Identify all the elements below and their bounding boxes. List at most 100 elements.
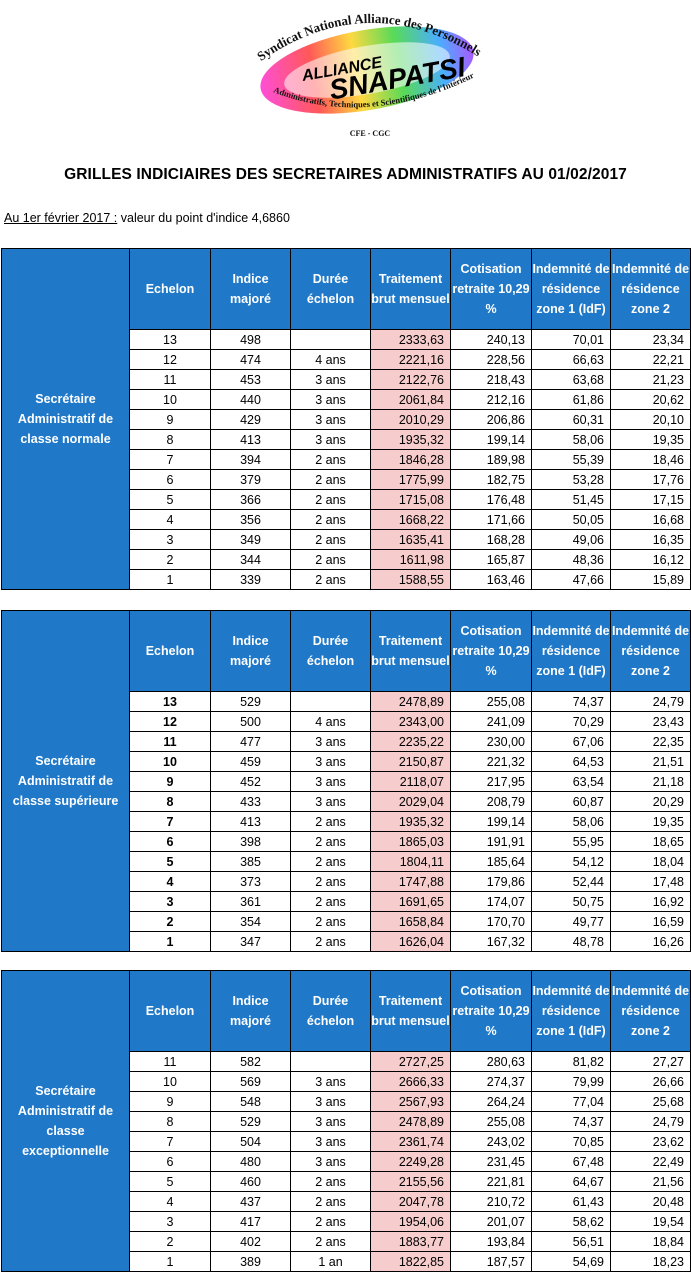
cell-idf-zone1: 54,12 [531,851,611,872]
cell-traitement: 1611,98 [370,549,451,570]
cell-idf-zone2: 18,04 [610,851,691,872]
table-row: 12 474 4 ans 2221,16 228,56 66,63 22,21 [2,349,691,370]
cell-duree: 2 ans [290,891,371,912]
cell-idf-zone1: 54,69 [531,1251,611,1272]
cell-traitement: 2047,78 [370,1191,451,1212]
cell-cotisation: 179,86 [450,871,532,892]
cell-cotisation: 274,37 [450,1071,532,1092]
cell-idf-zone1: 50,05 [531,509,611,530]
logo-cfe-text: CFE - CGC [350,129,391,138]
cell-idf-zone1: 64,67 [531,1171,611,1192]
cell-cotisation: 174,07 [450,891,532,912]
cell-indice: 433 [210,791,291,812]
cell-echelon: 10 [129,751,211,772]
header-indemnite-zone2: Indemnité de résidence zone 2 [610,970,691,1052]
cell-duree: 3 ans [290,1111,371,1132]
cell-idf-zone1: 63,68 [531,369,611,390]
cell-idf-zone2: 18,65 [610,831,691,852]
cell-idf-zone2: 17,48 [610,871,691,892]
cell-idf-zone1: 74,37 [531,691,611,712]
cell-idf-zone1: 58,06 [531,429,611,450]
cell-idf-zone2: 20,10 [610,409,691,430]
cell-idf-zone1: 55,95 [531,831,611,852]
cell-traitement: 2478,89 [370,1111,451,1132]
cell-idf-zone1: 47,66 [531,569,611,590]
cell-cotisation: 221,32 [450,751,532,772]
cell-traitement: 1822,85 [370,1251,451,1272]
cell-duree: 2 ans [290,1211,371,1232]
cell-cotisation: 280,63 [450,1051,532,1072]
cell-idf-zone1: 74,37 [531,1111,611,1132]
grid-table-classe-normale: Secrétaire Administratif de classe norma… [1,248,691,590]
cell-idf-zone1: 50,75 [531,891,611,912]
grade-label: Secrétaire Administratif de classe excep… [1,970,130,1272]
cell-duree: 2 ans [290,811,371,832]
table-row: 5 366 2 ans 1715,08 176,48 51,45 17,15 [2,489,691,510]
cell-echelon: 1 [129,569,211,590]
header-duree-echelon: Durée échelon [290,248,371,330]
cell-idf-zone2: 24,79 [610,1111,691,1132]
cell-indice: 394 [210,449,291,470]
table-row: 7 504 3 ans 2361,74 243,02 70,85 23,62 [2,1131,691,1152]
cell-echelon: 10 [129,389,211,410]
cell-idf-zone1: 77,04 [531,1091,611,1112]
cell-cotisation: 231,45 [450,1151,532,1172]
header-cotisation-retraite: Cotisation retraite 10,29 % [450,970,532,1052]
header-cotisation-retraite: Cotisation retraite 10,29 % [450,610,532,692]
cell-echelon: 6 [129,831,211,852]
cell-echelon: 1 [129,931,211,952]
cell-indice: 504 [210,1131,291,1152]
cell-cotisation: 187,57 [450,1251,532,1272]
cell-echelon: 4 [129,509,211,530]
cell-traitement: 1935,32 [370,811,451,832]
header-echelon: Echelon [129,970,211,1052]
cell-traitement: 2118,07 [370,771,451,792]
cell-cotisation: 171,66 [450,509,532,530]
cell-idf-zone2: 20,29 [610,791,691,812]
cell-traitement: 1775,99 [370,469,451,490]
cell-idf-zone1: 64,53 [531,751,611,772]
table-header-row: Secrétaire Administratif de classe norma… [1,248,691,590]
page-title: GRILLES INDICIAIRES DES SECRETAIRES ADMI… [64,166,627,183]
cell-echelon: 7 [129,811,211,832]
cell-duree: 2 ans [290,489,371,510]
cell-idf-zone1: 48,36 [531,549,611,570]
cell-echelon: 12 [129,711,211,732]
intro-date-label: Au 1er février 2017 : [4,211,118,225]
table-row: 13 529 2478,89 255,08 74,37 24,79 [2,691,691,712]
cell-indice: 480 [210,1151,291,1172]
cell-idf-zone1: 67,48 [531,1151,611,1172]
cell-echelon: 11 [129,369,211,390]
cell-idf-zone1: 67,06 [531,731,611,752]
point-indice-intro: Au 1er février 2017 : valeur du point d'… [4,211,290,225]
cell-traitement: 2061,84 [370,389,451,410]
cell-idf-zone2: 16,26 [610,931,691,952]
cell-indice: 529 [210,1111,291,1132]
table-row: 1 339 2 ans 1588,55 163,46 47,66 15,89 [2,569,691,590]
cell-idf-zone2: 17,15 [610,489,691,510]
cell-idf-zone1: 49,06 [531,529,611,550]
header-traitement-brut: Traitement brut mensuel [370,970,451,1052]
header-duree-echelon: Durée échelon [290,970,371,1052]
cell-traitement: 2567,93 [370,1091,451,1112]
cell-idf-zone2: 16,68 [610,509,691,530]
cell-indice: 477 [210,731,291,752]
cell-traitement: 2010,29 [370,409,451,430]
cell-duree: 3 ans [290,1091,371,1112]
cell-idf-zone2: 26,66 [610,1071,691,1092]
cell-duree: 2 ans [290,831,371,852]
grade-label: Secrétaire Administratif de classe supér… [1,610,130,952]
cell-echelon: 9 [129,409,211,430]
cell-echelon: 7 [129,1131,211,1152]
cell-cotisation: 163,46 [450,569,532,590]
cell-idf-zone2: 22,35 [610,731,691,752]
cell-traitement: 1804,11 [370,851,451,872]
cell-idf-zone1: 63,54 [531,771,611,792]
cell-duree: 4 ans [290,711,371,732]
cell-cotisation: 199,14 [450,429,532,450]
cell-idf-zone2: 19,35 [610,429,691,450]
cell-echelon: 2 [129,911,211,932]
cell-cotisation: 210,72 [450,1191,532,1212]
cell-cotisation: 165,87 [450,549,532,570]
cell-indice: 356 [210,509,291,530]
